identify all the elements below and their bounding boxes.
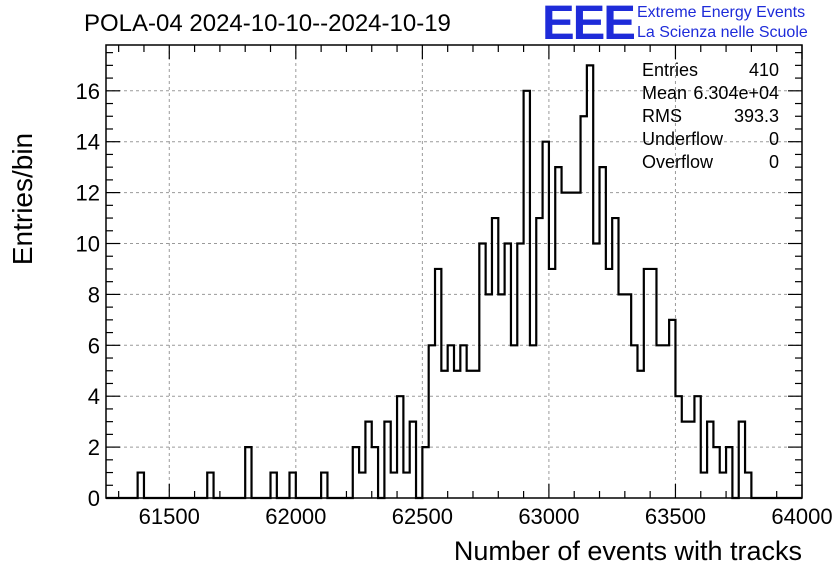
histogram-step-line [106,64,802,500]
logo-line-2: La Scienza nelle Scuole [637,24,808,41]
stat-label-mean: Mean [642,83,688,103]
grid-lines [106,45,802,498]
histogram-bin [441,371,447,498]
stat-label-underflow: Underflow [642,129,724,149]
histogram-bin [403,473,409,498]
histogram-bin [454,371,460,498]
histogram-bin [473,371,479,498]
x-tick-label: 63500 [645,504,706,529]
plot-frame [105,44,803,499]
y-tick-label: 0 [88,486,100,511]
x-tick-label: 62500 [392,504,453,529]
x-axis-label: Number of events with tracks [453,536,802,566]
histogram-bin [359,473,365,498]
y-axis-ticks: 0 2 4 6 8 10 12 14 16 [76,52,802,511]
logo-line-1: Extreme Energy Events [637,4,806,21]
stat-value-underflow: 0 [768,129,779,149]
x-tick-label: 64000 [771,504,832,529]
histogram-bin [530,345,536,498]
stat-label-rms: RMS [642,106,682,126]
histogram-bin [656,345,662,498]
x-axis-ticks: 61500 62000 62500 63000 63500 64000 [118,45,833,529]
histogram-series [106,64,802,500]
histogram-bin [606,269,612,498]
stat-value-rms: 393.3 [733,106,779,126]
y-tick-label: 16 [76,79,100,104]
histogram-bin [637,371,643,498]
histogram-bin [467,371,473,498]
stat-value-overflow: 0 [768,152,779,172]
y-axis-label: Entries/bin [7,132,38,266]
histogram-bin [720,473,726,498]
histogram-bin [391,473,397,498]
x-tick-label: 62000 [265,504,326,529]
histogram-bin [688,422,694,498]
histogram-bin [593,244,599,498]
y-tick-label: 2 [88,435,100,460]
histogram-bin [682,422,688,498]
eee-logo: EEE [542,0,636,50]
stat-label-entries: Entries [642,60,699,80]
stat-value-mean: 6.304e+04 [693,83,779,103]
y-tick-label: 8 [88,282,100,307]
histogram-bin [701,473,707,498]
plot-border [105,44,803,499]
histogram-bin [663,345,669,498]
stat-label-overflow: Overflow [642,152,714,172]
y-tick-label: 14 [76,130,100,155]
histogram-bin [549,269,555,498]
y-tick-label: 4 [88,384,100,409]
y-tick-label: 6 [88,333,100,358]
y-tick-label: 12 [76,181,100,206]
histogram-bin [511,345,517,498]
x-tick-label: 63000 [518,504,579,529]
chart-title: POLA-04 2024-10-10--2024-10-19 [84,10,451,37]
stat-value-entries: 410 [748,60,779,80]
x-tick-label: 61500 [139,504,200,529]
y-tick-label: 10 [76,232,100,257]
